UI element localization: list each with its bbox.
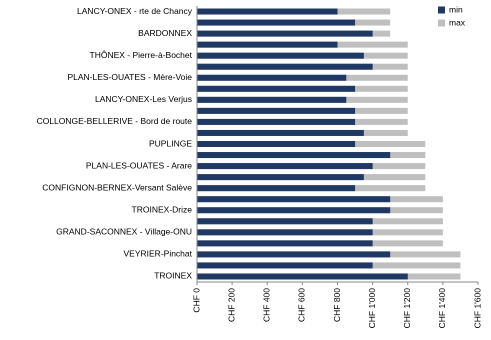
x-tick-label: CHF 600 (297, 288, 307, 322)
legend-swatch (438, 19, 445, 27)
bar (197, 41, 338, 48)
bar (197, 152, 391, 159)
x-tick-label: CHF 1'400 (437, 288, 447, 329)
y-tick-label: PLAN-LES-OUATES - Mère-Voie (67, 72, 192, 82)
y-tick-label: CONFIGNON-BERNEX-Versant Salève (42, 182, 192, 192)
bar (197, 19, 356, 26)
bar (197, 163, 373, 170)
bar (197, 8, 338, 15)
y-tick-label: THÔNEX - Pierre-à-Bochet (90, 50, 193, 60)
bar (197, 85, 356, 92)
bar (197, 118, 356, 125)
bar (197, 52, 364, 59)
bar (197, 174, 364, 181)
y-tick-label: COLLONGE-BELLERIVE - Bord de route (37, 116, 193, 126)
bar (197, 196, 391, 203)
bar (197, 96, 347, 103)
y-tick-label: BARDONNEX (138, 28, 192, 38)
legend-label: min (449, 4, 463, 14)
y-tick-label: PUPLINGE (149, 138, 192, 148)
x-tick-label: CHF 1'600 (472, 288, 482, 329)
y-tick-label: TROINEX-Drize (132, 204, 193, 214)
y-tick-label: LANCY-ONEX-Les Verjus (95, 94, 192, 104)
bar (197, 185, 356, 192)
x-tick-label: CHF 200 (226, 288, 236, 322)
x-tick-label: CHF 800 (332, 288, 342, 322)
y-tick-label: GRAND-SACONNEX - Village-ONU (56, 227, 192, 237)
x-tick-label: CHF 400 (262, 288, 272, 322)
x-tick-label: CHF 0 (191, 288, 201, 313)
y-tick-label: TROINEX (154, 271, 192, 281)
x-tick-label: CHF 1'200 (402, 288, 412, 329)
bar (197, 218, 373, 225)
legend-swatch (438, 6, 445, 14)
bar (197, 273, 408, 280)
bar (197, 129, 364, 136)
y-tick-label: VEYRIER-Pinchat (124, 249, 193, 259)
x-tick-label: CHF 1'000 (367, 288, 377, 329)
y-tick-label: LANCY-ONEX - rte de Chancy (77, 6, 193, 16)
bar (197, 240, 373, 247)
bar (197, 251, 391, 258)
bar (197, 74, 347, 81)
bar (197, 262, 373, 269)
bar (197, 229, 373, 236)
bar (197, 107, 356, 114)
bar (197, 207, 391, 214)
y-tick-label: PLAN-LES-OUATES - Arare (86, 160, 192, 170)
legend-label: max (449, 17, 466, 27)
bar (197, 141, 356, 147)
bar (197, 30, 373, 37)
bar (197, 63, 373, 70)
